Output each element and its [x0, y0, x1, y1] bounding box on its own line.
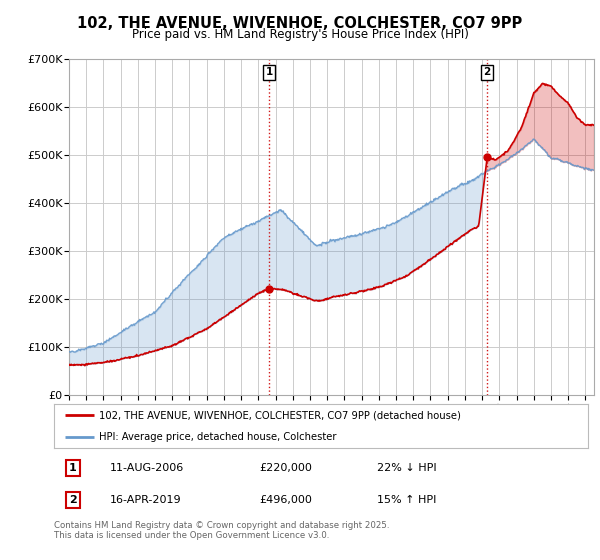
Text: HPI: Average price, detached house, Colchester: HPI: Average price, detached house, Colc…	[100, 432, 337, 442]
Text: £496,000: £496,000	[260, 496, 313, 505]
Text: 1: 1	[69, 463, 77, 473]
Text: 16-APR-2019: 16-APR-2019	[110, 496, 182, 505]
Text: 2: 2	[69, 496, 77, 505]
Text: £220,000: £220,000	[260, 463, 313, 473]
Text: Price paid vs. HM Land Registry's House Price Index (HPI): Price paid vs. HM Land Registry's House …	[131, 28, 469, 41]
Text: 15% ↑ HPI: 15% ↑ HPI	[377, 496, 436, 505]
Text: 22% ↓ HPI: 22% ↓ HPI	[377, 463, 437, 473]
Text: 102, THE AVENUE, WIVENHOE, COLCHESTER, CO7 9PP: 102, THE AVENUE, WIVENHOE, COLCHESTER, C…	[77, 16, 523, 31]
Text: 2: 2	[484, 67, 491, 77]
Text: 1: 1	[265, 67, 272, 77]
Text: Contains HM Land Registry data © Crown copyright and database right 2025.
This d: Contains HM Land Registry data © Crown c…	[54, 521, 389, 540]
Text: 102, THE AVENUE, WIVENHOE, COLCHESTER, CO7 9PP (detached house): 102, THE AVENUE, WIVENHOE, COLCHESTER, C…	[100, 410, 461, 420]
Text: 11-AUG-2006: 11-AUG-2006	[110, 463, 184, 473]
